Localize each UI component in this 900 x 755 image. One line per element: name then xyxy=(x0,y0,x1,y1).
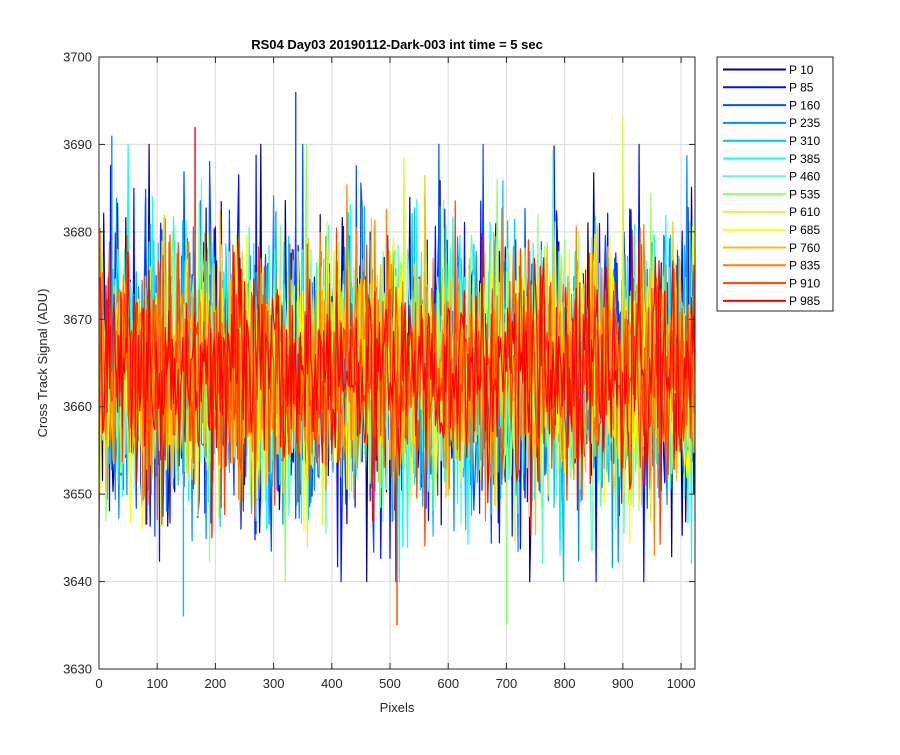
legend-label: P 835 xyxy=(789,259,820,273)
legend-label: P 610 xyxy=(789,205,820,219)
x-tick-label: 700 xyxy=(496,676,518,691)
x-tick-label: 800 xyxy=(554,676,576,691)
y-tick-label: 3660 xyxy=(63,399,92,414)
y-tick-label: 3700 xyxy=(63,50,92,65)
y-tick-label: 3630 xyxy=(63,662,92,677)
legend-items: P 10 P 85 P 160 P 235 P 310 P 385 P 460 P 535 P … xyxy=(723,63,820,308)
y-tick-label: 3650 xyxy=(63,487,92,502)
x-tick-label: 900 xyxy=(612,676,634,691)
x-tick-label: 400 xyxy=(321,676,343,691)
legend-label: P 985 xyxy=(789,294,820,308)
legend-label: P 160 xyxy=(789,98,820,112)
x-tick-label: 600 xyxy=(437,676,459,691)
x-tick-label: 200 xyxy=(205,676,227,691)
y-axis-label: Cross Track Signal (ADU) xyxy=(35,289,50,438)
legend-label: P 310 xyxy=(789,134,820,148)
legend-label: P 535 xyxy=(789,187,820,201)
y-tick-label: 3640 xyxy=(63,574,92,589)
x-tick-label: 100 xyxy=(146,676,168,691)
legend-label: P 10 xyxy=(789,63,814,77)
x-tick-label: 0 xyxy=(95,676,102,691)
legend-label: P 760 xyxy=(789,241,820,255)
y-tick-label: 3680 xyxy=(63,224,92,239)
legend-box xyxy=(716,56,834,312)
series-lines xyxy=(98,91,696,626)
x-tick-label: 300 xyxy=(263,676,285,691)
legend-label: P 85 xyxy=(789,81,814,95)
axis-ticks: 0 100 200 300 400 500 600 700 800 900 1000 3630 3640… xyxy=(63,50,695,692)
series-line-p910 xyxy=(98,200,696,547)
plot-frame xyxy=(98,56,696,670)
legend-label: P 235 xyxy=(789,116,820,130)
x-axis-label: Pixels xyxy=(380,700,415,715)
legend: P 10 P 85 P 160 P 235 P 310 P 385 P 460 P 535 P … xyxy=(716,56,834,312)
legend-label: P 460 xyxy=(789,170,820,184)
x-tick-label: 500 xyxy=(379,676,401,691)
legend-label: P 385 xyxy=(789,152,820,166)
chart-title: RS04 Day03 20190112-Dark-003 int time = … xyxy=(251,37,543,52)
y-tick-label: 3690 xyxy=(63,137,92,152)
x-tick-label: 1000 xyxy=(667,676,696,691)
legend-label: P 910 xyxy=(789,276,820,290)
y-tick-label: 3670 xyxy=(63,312,92,327)
legend-label: P 685 xyxy=(789,223,820,237)
